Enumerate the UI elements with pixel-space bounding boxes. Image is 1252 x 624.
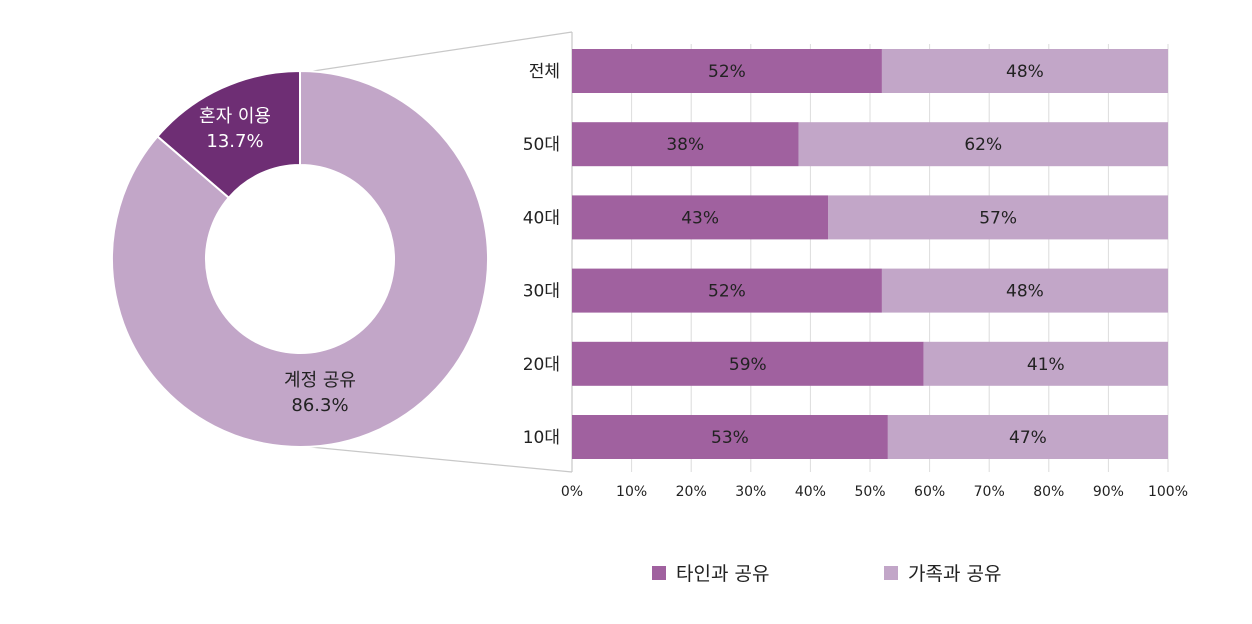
- x-tick-label: 100%: [1148, 484, 1188, 500]
- legend-label: 타인과 공유: [676, 563, 769, 585]
- category-label: 전체: [529, 62, 560, 82]
- bar-segment-family: [887, 415, 1168, 459]
- category-label: 50대: [523, 135, 560, 155]
- x-tick-label: 10%: [616, 484, 647, 500]
- x-tick-label: 90%: [1093, 484, 1124, 500]
- bar-data-label: 47%: [1009, 428, 1047, 448]
- x-tick-label: 70%: [974, 484, 1005, 500]
- zoom-connector: [299, 31, 573, 473]
- donut-chart: 혼자 이용 13.7% 계정 공유 86.3%: [111, 69, 489, 448]
- bar-data-label: 43%: [681, 208, 719, 228]
- donut-slice: [111, 69, 489, 448]
- connector-line-top: [299, 31, 573, 74]
- x-tick-label: 0%: [561, 484, 583, 500]
- category-label: 40대: [523, 208, 560, 228]
- x-tick-label: 50%: [854, 484, 885, 500]
- bar-segment-others: [572, 268, 882, 313]
- bar-segment-family: [881, 49, 1168, 93]
- bar-data-label: 52%: [708, 62, 746, 82]
- bar-segment-family: [881, 268, 1168, 313]
- legend-swatch: [884, 566, 898, 580]
- bar-data-label: 62%: [964, 135, 1002, 155]
- bar-data-label: 57%: [979, 208, 1017, 228]
- bar-segment-others: [572, 195, 829, 240]
- bar-data-label: 48%: [1006, 282, 1044, 302]
- bar-data-label: 59%: [729, 355, 767, 375]
- x-tick-label: 20%: [676, 484, 707, 500]
- bar-data-label: 38%: [666, 135, 704, 155]
- bar-segment-others: [572, 341, 924, 386]
- legend-swatch: [652, 566, 666, 580]
- grid-lines: [571, 32, 1169, 472]
- connector-line-bottom: [299, 445, 573, 473]
- bar-segment-family: [798, 122, 1168, 167]
- bar-segment-others: [572, 122, 799, 167]
- donut-slice-label: 계정 공유: [284, 370, 356, 391]
- category-label: 20대: [523, 355, 560, 375]
- donut-slice-value: 86.3%: [291, 395, 348, 416]
- category-label: 10대: [523, 428, 560, 448]
- bar-segment-others: [572, 415, 888, 459]
- x-tick-label: 60%: [914, 484, 945, 500]
- bar-segment-family: [828, 195, 1168, 240]
- category-label: 30대: [523, 282, 560, 302]
- bar-segment-others: [572, 49, 882, 93]
- donut-slice-value: 13.7%: [206, 131, 263, 152]
- x-axis-ticks: 0% 10% 20% 30% 40% 50% 60% 70% 80% 90% 100%: [561, 484, 1188, 500]
- bar-data-label: 53%: [711, 428, 749, 448]
- x-tick-label: 40%: [795, 484, 826, 500]
- legend-label: 가족과 공유: [908, 563, 1001, 585]
- x-tick-label: 30%: [735, 484, 766, 500]
- bar-data-label: 48%: [1006, 62, 1044, 82]
- stacked-bar-chart: 전체 52% 48% 50대 38% 62% 40대 43% 57% 30대 52% 48% 20대 59…: [523, 49, 1168, 459]
- bar-data-label: 41%: [1027, 355, 1065, 375]
- x-tick-label: 80%: [1033, 484, 1064, 500]
- bar-segment-family: [923, 341, 1168, 386]
- donut-slice-label: 혼자 이용: [199, 106, 271, 127]
- bar-data-label: 52%: [708, 282, 746, 302]
- legend: 타인과 공유 가족과 공유: [652, 563, 1001, 585]
